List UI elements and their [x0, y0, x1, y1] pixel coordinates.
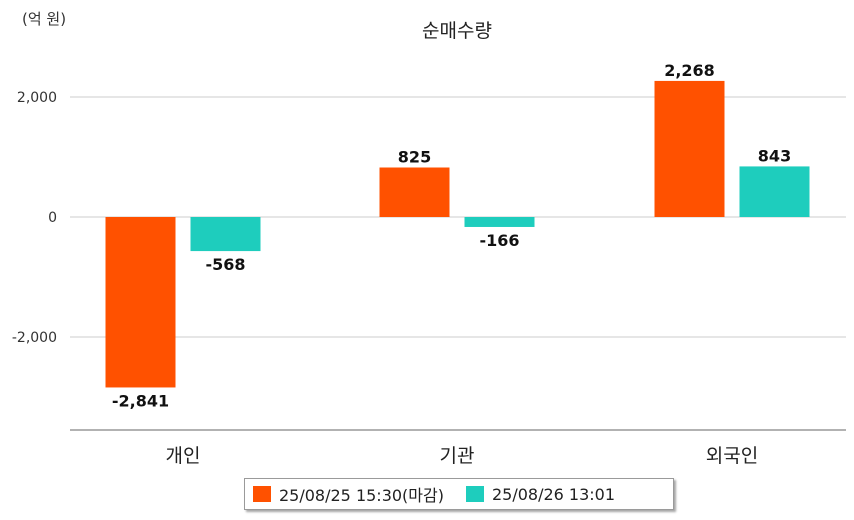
y-tick-label: 2,000: [17, 90, 57, 106]
data-label: -568: [205, 255, 245, 274]
legend-label-series-1: 25/08/25 15:30(마감): [279, 486, 444, 505]
category-label: 개인: [166, 445, 201, 467]
bar: [739, 166, 810, 217]
category-label: 외국인: [706, 445, 758, 467]
data-label: 825: [398, 148, 431, 167]
bar: [105, 217, 176, 388]
data-label: 2,268: [664, 61, 715, 80]
y-tick-label: 0: [48, 210, 57, 226]
category-label: 기관: [440, 445, 475, 467]
legend-swatch-series-2: [465, 486, 484, 502]
bar: [654, 80, 725, 217]
legend: 25/08/25 15:30(마감) 25/08/26 13:01: [244, 478, 674, 510]
data-label: 843: [758, 146, 791, 165]
legend-label-series-2: 25/08/26 13:01: [491, 484, 616, 504]
legend-item-series-1[interactable]: 25/08/25 15:30(마감): [253, 482, 444, 506]
data-label: -2,841: [112, 391, 169, 410]
bar: [464, 217, 535, 227]
legend-item-series-2[interactable]: 25/08/26 13:01: [465, 484, 616, 504]
unit-label: (억 원): [22, 10, 66, 28]
data-label: -166: [479, 231, 519, 250]
x-axis-labels: 개인 기관 외국인: [166, 445, 759, 467]
bars: -2,841 825 2,268 -568 -166 843: [105, 61, 810, 410]
gridlines: [70, 96, 846, 338]
chart-title: 순매수량: [422, 20, 492, 42]
y-tick-label: -2,000: [12, 330, 57, 346]
bar: [379, 167, 450, 217]
bar: [190, 217, 261, 252]
legend-swatch-series-1: [253, 486, 271, 502]
y-axis-ticks: 2,000 0 -2,000: [12, 90, 57, 346]
